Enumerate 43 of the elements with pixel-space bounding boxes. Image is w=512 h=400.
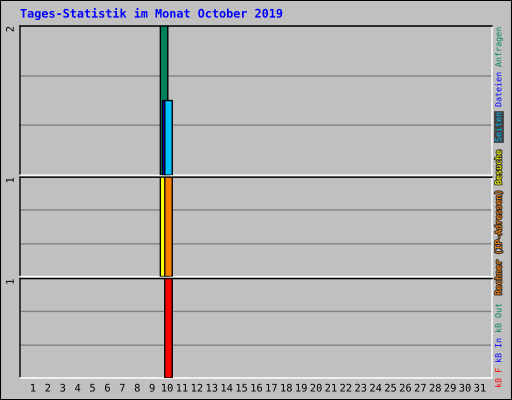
- x-tick-label: 21: [325, 384, 337, 392]
- y-tick-label: 1: [6, 178, 14, 182]
- x-tick-label: 31: [474, 384, 486, 392]
- x-tick-label: 4: [75, 384, 80, 392]
- chart-title: Tages-Statistik im Monat October 2019: [20, 8, 282, 20]
- x-tick-label: 28: [430, 384, 441, 392]
- x-tick-label: 7: [120, 384, 125, 392]
- x-tick-label: 18: [281, 384, 292, 392]
- x-tick-label: 12: [192, 384, 202, 392]
- x-tick-label: 15: [236, 384, 247, 392]
- x-tick-label: 8: [134, 384, 140, 392]
- x-tick-label: 9: [150, 384, 155, 392]
- x-tick-label: 19: [296, 384, 307, 392]
- x-tick-label: 10: [162, 384, 173, 392]
- x-tick-label: 11: [176, 384, 188, 392]
- x-tick-label: 2: [46, 384, 50, 392]
- text: Seiten: [494, 112, 502, 142]
- x-tick-label: 29: [444, 384, 456, 392]
- x-tick-label: 1: [31, 384, 36, 392]
- x-tick-label: 26: [400, 384, 412, 392]
- x-tick-label: 30: [459, 384, 471, 392]
- text: kB F: [494, 368, 502, 388]
- x-tick-label: 20: [310, 384, 322, 392]
- x-tick-label: 6: [105, 384, 110, 392]
- x-tick-label: 24: [370, 384, 382, 392]
- x-tick-label: 17: [266, 384, 277, 392]
- x-tick-label: 16: [251, 384, 262, 392]
- x-tick-label: 5: [90, 384, 95, 392]
- text: Anfragen: [494, 28, 504, 67]
- text: Dateien: [494, 72, 502, 106]
- x-tick-label: 27: [414, 384, 426, 392]
- y-tick-label: 1: [6, 279, 14, 284]
- x-tick-label: 22: [340, 384, 352, 392]
- x-tick-label: 23: [355, 384, 366, 392]
- x-tick-label: 13: [206, 384, 218, 392]
- x-tick-label: 25: [385, 384, 396, 392]
- legend-label: kB Out: [494, 304, 502, 332]
- text: Besuche: [494, 150, 502, 184]
- x-tick-label: 14: [222, 384, 232, 392]
- x-tick-label: 3: [60, 384, 66, 392]
- legend-label: kB In: [494, 338, 502, 362]
- text: Rechner (IP-Adressen): [494, 191, 502, 294]
- y-tick-label: 2: [6, 26, 14, 32]
